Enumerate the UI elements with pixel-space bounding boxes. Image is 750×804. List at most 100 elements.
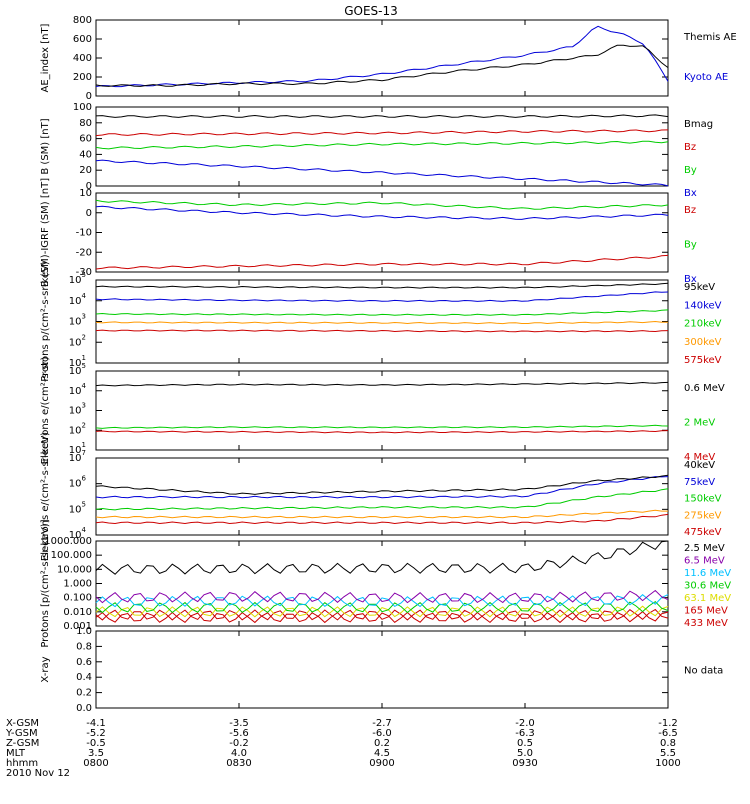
legend-electrons2-1: 75keV (684, 477, 715, 488)
footer-value-2-0: -0.5 (86, 738, 106, 749)
ytick-label-bigrf: 0 (86, 208, 92, 219)
series-line-hiprotons-1 (95, 608, 669, 621)
ytick-label-hiprotons: 10.000 (57, 564, 92, 575)
footer-value-0-1: -3.5 (229, 718, 249, 729)
series-line-protons-2 (95, 309, 669, 316)
legend-protons-1: 140keV (684, 300, 722, 311)
series-line-ae-1 (95, 44, 669, 87)
series-line-ae-0 (95, 25, 669, 88)
ytick-label-hiprotons: 100.000 (51, 550, 92, 561)
footer-label-0: X-GSM (6, 718, 39, 729)
legend-electrons2-0: 40keV (684, 460, 715, 471)
ytick-label-hiprotons: 1.000 (63, 579, 92, 590)
series-line-hiprotons-2 (95, 605, 669, 618)
panel-frame-bigrf (95, 192, 669, 273)
legend-hiprotons-3: 30.6 MeV (684, 581, 731, 592)
legend-electrons1-2: 4 MeV (684, 452, 715, 463)
series-line-bsm-0 (95, 159, 669, 187)
panel-frame-protons (95, 279, 669, 364)
ytick-label-xray: 0.4 (76, 672, 92, 683)
legend-protons-0: 95keV (684, 282, 715, 293)
series-line-bigrf-1 (95, 199, 669, 210)
series-line-electrons1-0 (95, 430, 669, 434)
ytick-label-electrons2-exp: 6 (82, 475, 87, 483)
footer-value-4-4: 1000 (655, 758, 680, 769)
series-line-electrons2-4 (95, 474, 669, 495)
series-line-electrons2-2 (95, 488, 669, 511)
footer-label-4: hhmm (6, 758, 38, 769)
legend-hiprotons-4: 63.1 MeV (684, 593, 731, 604)
footer-value-0-4: -1.2 (658, 718, 678, 729)
ytick-label-protons-exp: 2 (82, 333, 86, 341)
ylabel-hiprotons: Protons [p/(cm²-s-sr-keV)] (40, 519, 51, 647)
footer-value-4-1: 0830 (226, 758, 251, 769)
ytick-label-hiprotons: 0.100 (63, 593, 92, 604)
ytick-label-electrons1-exp: 2 (82, 421, 86, 429)
footer-value-0-3: -2.0 (515, 718, 535, 729)
footer-value-1-2: -6.0 (372, 728, 392, 739)
series-line-hiprotons-0 (95, 611, 669, 624)
ytick-label-electrons1-exp: 1 (82, 441, 86, 449)
footer-value-3-2: 4.5 (374, 748, 390, 759)
ytick-label-electrons1-exp: 4 (82, 382, 87, 390)
ytick-label-protons-exp: 1 (82, 354, 86, 362)
footer-value-4-2: 0900 (369, 758, 394, 769)
ytick-label-bigrf: -20 (76, 247, 92, 258)
ytick-label-electrons1: 103 (69, 402, 86, 417)
legend-bsm-0: Bmag (684, 119, 713, 130)
ytick-label-bigrf: 10 (79, 188, 92, 199)
series-line-electrons2-0 (95, 513, 669, 525)
footer-value-1-4: -6.5 (658, 728, 678, 739)
legend-electrons1-1: 2 MeV (684, 418, 715, 429)
series-line-protons-0 (95, 329, 669, 333)
ytick-label-electrons2: 105 (69, 500, 86, 515)
ytick-label-electrons1: 104 (69, 382, 87, 397)
ytick-label-protons: 103 (69, 313, 86, 328)
panel-protons: Protons p/(cm²-s-sr-keV) 95keV 140keV 210ke… (40, 261, 722, 382)
footer-value-4-0: 0800 (83, 758, 108, 769)
ytick-label-ae: 400 (73, 53, 92, 64)
ytick-label-bsm: 0 (86, 181, 92, 192)
note-xray: No data (684, 666, 723, 677)
footer-value-3-1: 4.0 (231, 748, 247, 759)
legend-protons-3: 300keV (684, 337, 722, 348)
ytick-label-hiprotons: 1000.000 (44, 536, 92, 547)
ytick-label-bsm: 100 (73, 102, 92, 113)
ylabel-electrons1: Electrons e/(cm²-s-sr) (40, 357, 51, 465)
panel-bsm: B (SM) [nT] Bmag Bz By Bx (40, 106, 713, 199)
legend-hiprotons-2: 11.6 MeV (684, 568, 731, 579)
legend-hiprotons-1: 6.5 MeV (684, 556, 725, 567)
series-line-hiprotons-5 (95, 589, 669, 604)
legend-hiprotons-6: 433 MeV (684, 618, 728, 629)
series-line-protons-1 (95, 320, 669, 325)
series-line-protons-4 (95, 282, 669, 289)
ytick-label-protons: 102 (69, 333, 86, 348)
ytick-label-electrons2-exp: 5 (82, 500, 86, 508)
footer-value-0-0: -4.1 (86, 718, 106, 729)
legend-ae-0: Themis AE (683, 32, 737, 43)
legend-bigrf-2: Bx (684, 274, 697, 285)
ytick-label-hiprotons: 0.001 (63, 621, 92, 632)
panel-hiprotons: Protons [p/(cm²-s-sr-keV)] 2.5 MeV 6.5 MeV… (40, 519, 731, 647)
ytick-label-xray: 0.2 (76, 688, 92, 699)
legend-hiprotons-0: 2.5 MeV (684, 543, 725, 554)
ytick-label-protons-exp: 5 (82, 271, 86, 279)
series-line-bigrf-0 (95, 205, 669, 220)
ytick-label-xray: 0.6 (76, 657, 92, 668)
ytick-label-electrons1-exp: 5 (82, 362, 86, 370)
legend-bsm-2: By (684, 165, 697, 176)
ytick-label-protons-exp: 4 (82, 292, 87, 300)
footer-value-1-1: -5.6 (229, 728, 249, 739)
ytick-label-ae: 200 (73, 72, 92, 83)
footer-label-3: MLT (6, 748, 26, 759)
footer-label-1: Y-GSM (5, 728, 38, 739)
series-line-protons-3 (95, 291, 669, 302)
ytick-label-electrons1-exp: 3 (82, 402, 86, 410)
ylabel-electrons2: Electrons e/(cm²-s-sr-keV) (40, 432, 51, 561)
series-line-hiprotons-3 (95, 600, 669, 614)
legend-electrons2-3: 275keV (684, 510, 722, 521)
footer-value-2-4: 0.8 (660, 738, 676, 749)
ytick-label-xray: 0.8 (76, 641, 92, 652)
legend-ae-1: Kyoto AE (684, 72, 728, 83)
